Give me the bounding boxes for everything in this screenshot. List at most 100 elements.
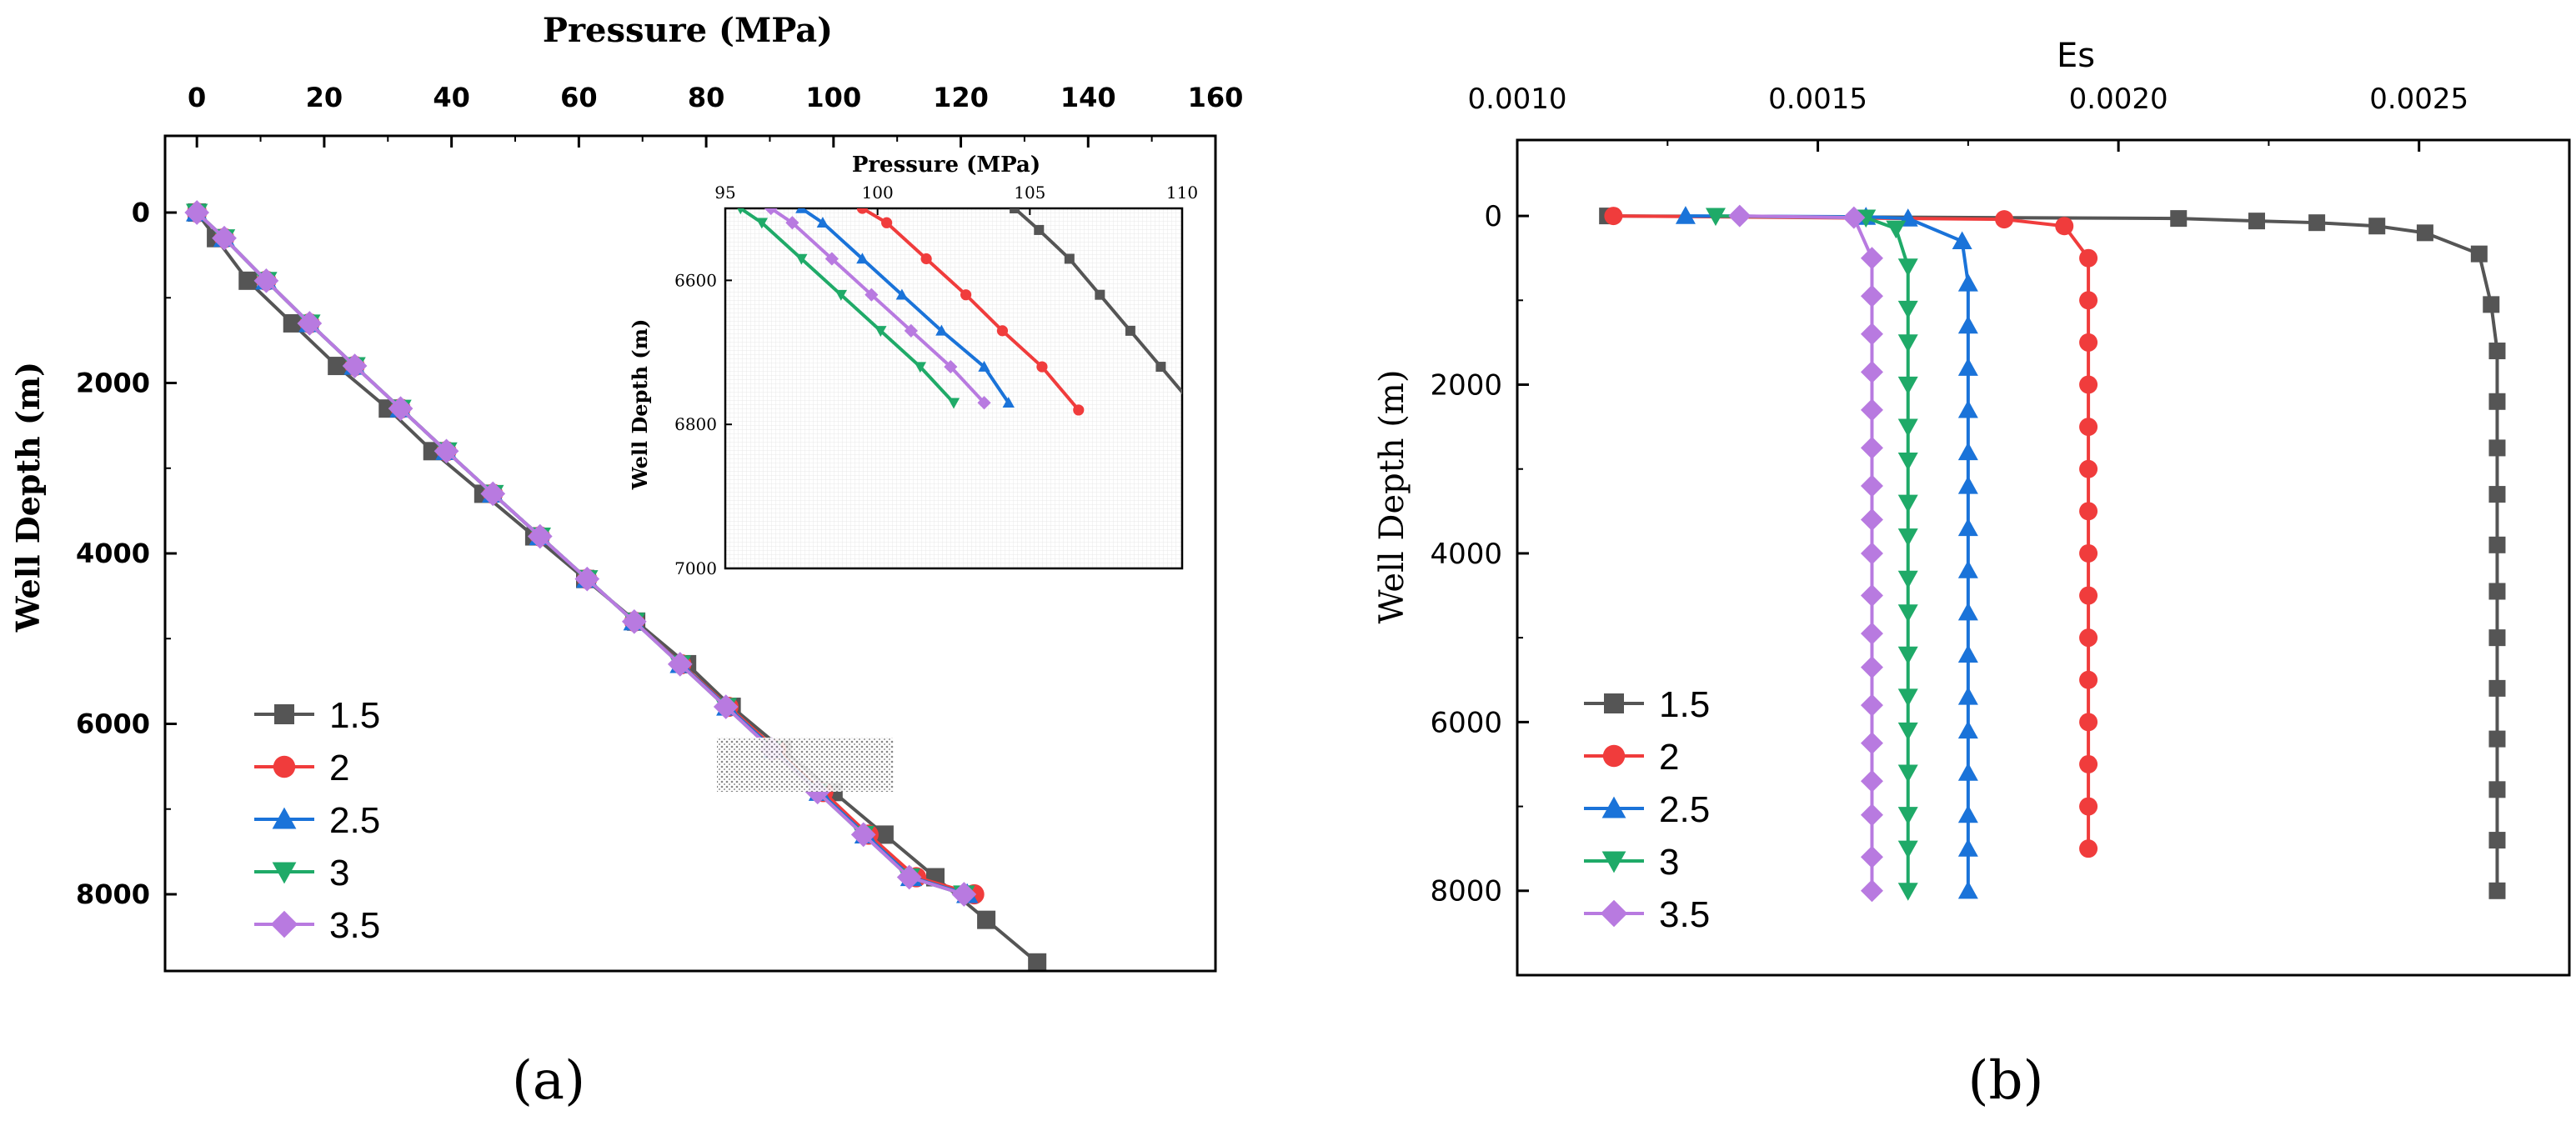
inset-x-tick-label: 100	[862, 183, 894, 203]
data-point	[1957, 442, 1978, 461]
data-point	[1897, 807, 1918, 825]
inset-data-point	[978, 360, 990, 372]
inset-x-tick-label: 105	[1014, 183, 1045, 203]
data-point	[1860, 323, 1883, 346]
panel-label-a: (a)	[512, 1050, 585, 1112]
inset-data-point	[1036, 361, 1048, 373]
series-3-5	[1728, 204, 1883, 903]
data-point	[574, 566, 600, 592]
legend-label: 2	[1659, 737, 1679, 778]
data-point	[212, 225, 237, 251]
inset-data-point	[755, 218, 769, 229]
data-point	[388, 396, 413, 422]
data-point	[951, 882, 977, 907]
inset-data-point	[914, 362, 927, 373]
inset-x-tick-label: 95	[714, 183, 735, 203]
chart-a-xlabel: Pressure (MPa)	[543, 11, 833, 50]
x-tick-label: 0.0015	[1768, 83, 1867, 116]
series-line	[1607, 214, 2499, 891]
data-point	[1897, 376, 1918, 395]
x-tick-label: 80	[688, 82, 725, 113]
x-tick-label: 120	[933, 82, 989, 113]
data-point	[1860, 622, 1883, 645]
data-point	[2079, 459, 2098, 478]
data-point	[1897, 418, 1918, 438]
x-tick-label: 0.0010	[1468, 83, 1567, 116]
legend-label: 3.5	[1659, 894, 1710, 935]
inset-data-point	[977, 396, 991, 410]
data-point	[2170, 210, 2188, 228]
legend-label: 2	[329, 748, 349, 788]
data-point	[1860, 247, 1883, 270]
data-point	[2308, 214, 2326, 232]
data-point	[1728, 204, 1752, 228]
inset-data-point	[865, 288, 879, 302]
inset-plot-area	[724, 207, 1184, 570]
legend-marker	[273, 755, 296, 778]
inset-ylabel: Well Depth (m)	[628, 319, 652, 491]
data-point	[1957, 475, 1978, 494]
inset-series-1-5	[1010, 208, 1182, 395]
inset-data-point	[795, 208, 808, 213]
data-point	[527, 523, 553, 549]
legend-marker	[272, 862, 297, 884]
data-point	[1860, 508, 1883, 531]
data-point	[1897, 528, 1918, 547]
legend-marker	[272, 807, 297, 829]
inset-data-point	[785, 216, 799, 230]
x-tick-label: 20	[306, 82, 343, 113]
data-point	[342, 353, 368, 378]
inset-x-ticks: 95 100 105 110	[714, 183, 1198, 215]
inset-series-3-5	[764, 208, 991, 410]
y-tick-label: 0	[132, 197, 150, 228]
data-point	[896, 864, 922, 890]
inset-y-tick-label: 6800	[674, 414, 717, 434]
data-point	[2488, 343, 2506, 360]
data-point	[2488, 882, 2506, 899]
data-point	[2488, 583, 2506, 600]
legend-label: 1.5	[1659, 684, 1710, 725]
data-point	[977, 910, 996, 929]
data-point	[2488, 781, 2506, 798]
legend-marker	[1604, 693, 1624, 713]
legend-item-3-5: 3.5	[1584, 894, 1710, 935]
series-2	[1604, 207, 2098, 858]
data-point	[1897, 883, 1918, 901]
data-point	[1860, 879, 1883, 903]
y-tick-label: 8000	[1430, 875, 1502, 908]
inset-data-point	[816, 217, 829, 228]
inset-data-point	[875, 326, 887, 338]
chart-a: Pressure (MPa) 0 20 40 60 80 100 120 140 160 020…	[9, 11, 1243, 1112]
inset-data-point	[1010, 208, 1020, 213]
data-point	[1957, 804, 1978, 823]
chart-b-y-ticks: 0 2000 4000 6000 8000	[1430, 200, 1529, 908]
chart-a-y-ticks: 0 2000 4000 6000 8000	[76, 197, 177, 910]
legend-item-1-5: 1.5	[1584, 684, 1710, 725]
data-point	[2079, 713, 2098, 732]
x-tick-label: 100	[805, 82, 861, 113]
x-tick-label: 0	[188, 82, 206, 113]
data-point	[2055, 217, 2074, 236]
inset-x-tick-label: 110	[1166, 183, 1198, 203]
data-point	[2483, 296, 2500, 313]
data-point	[2079, 839, 2098, 858]
data-point	[2368, 218, 2386, 235]
data-point	[1886, 220, 1907, 239]
inset-data-point	[737, 208, 744, 215]
inset-data-point	[1073, 404, 1085, 416]
data-point	[2488, 679, 2506, 697]
data-point	[1604, 207, 1623, 226]
data-point	[2079, 291, 2098, 310]
data-point	[1957, 273, 1978, 292]
legend-marker	[270, 910, 298, 938]
data-point	[1860, 693, 1883, 717]
data-point	[1957, 763, 1978, 781]
chart-b-frame	[1516, 138, 2571, 977]
y-tick-label: 0	[1484, 200, 1502, 233]
series-line	[1685, 214, 1970, 891]
data-point	[1957, 838, 1978, 857]
data-point	[875, 825, 894, 844]
data-point	[1860, 436, 1883, 459]
data-point	[1897, 722, 1918, 741]
